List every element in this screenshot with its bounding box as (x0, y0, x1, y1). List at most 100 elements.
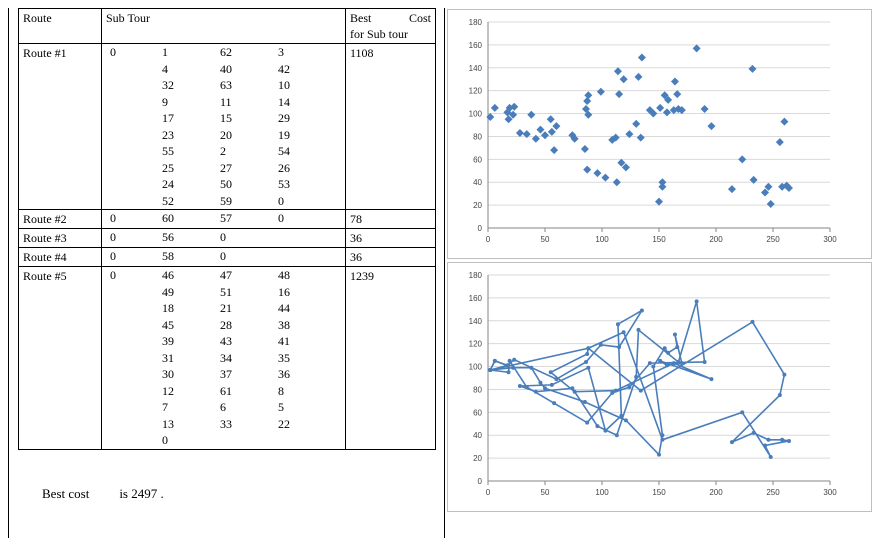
tour-node (624, 418, 628, 422)
data-point (614, 67, 622, 75)
subtour-node: 13 (162, 416, 220, 433)
tour-node (512, 358, 516, 362)
subtour-node (102, 143, 162, 160)
subtour-node: 2 (220, 143, 278, 160)
frame-line-left (8, 8, 9, 538)
data-point (658, 178, 666, 186)
table-header-row: Route Sub Tour Best Cost for Sub tour (19, 9, 436, 44)
tour-node (507, 370, 511, 374)
tour-node (508, 359, 512, 363)
data-point (750, 176, 758, 184)
data-point (671, 78, 679, 86)
subtour-node: 29 (278, 110, 336, 127)
header-subtour: Sub Tour (102, 9, 346, 44)
tour-node (614, 389, 618, 393)
y-tick-label: 120 (469, 340, 483, 349)
x-tick-label: 250 (766, 488, 780, 497)
tour-node (663, 346, 667, 350)
subtour-node: 46 (162, 267, 220, 284)
subtour-node: 27 (220, 160, 278, 177)
y-tick-label: 40 (473, 431, 482, 440)
subtour-node: 0 (102, 229, 162, 246)
data-point (748, 65, 756, 73)
subtour-node: 0 (102, 44, 162, 61)
y-tick-label: 60 (473, 155, 482, 164)
tour-node (616, 322, 620, 326)
data-point (637, 134, 645, 142)
subtour-node (102, 333, 162, 350)
subtour-node (278, 432, 336, 449)
subtour-node: 3 (278, 44, 336, 61)
subtour-node: 31 (162, 350, 220, 367)
data-point (583, 166, 591, 174)
route-name: Route #4 (19, 248, 102, 267)
subtour-node: 24 (162, 176, 220, 193)
data-point (620, 75, 628, 83)
tour-node (538, 381, 542, 385)
best-cost-value: is 2497 . (119, 486, 163, 501)
tour-node (666, 351, 670, 355)
subtour-node: 42 (278, 61, 336, 78)
subtour-node (102, 300, 162, 317)
subtour-node: 57 (220, 210, 278, 227)
data-point (655, 198, 663, 206)
subtour-cell: 0 58 0 (102, 248, 346, 267)
tour-node (584, 360, 588, 364)
x-tick-label: 300 (823, 235, 837, 244)
tour-node (660, 438, 664, 442)
subtour-node: 0 (162, 432, 220, 449)
subtour-node: 30 (162, 366, 220, 383)
y-tick-label: 140 (469, 64, 483, 73)
subtour-node: 51 (220, 284, 278, 301)
subtour-node: 37 (220, 366, 278, 383)
subtour-node: 0 (220, 248, 278, 265)
subtour-node (102, 383, 162, 400)
subtour-node (102, 193, 162, 210)
route-name: Route #3 (19, 229, 102, 248)
header-best-cost: Best Cost for Sub tour (346, 9, 436, 44)
subtour-node (102, 432, 162, 449)
subtour-cell: 0 1 62 3 4 40 42 32 63 10 9 11 14 17 15 29 23 20 19 55 2 54 25… (102, 44, 346, 210)
data-point (638, 53, 646, 61)
data-point (486, 113, 494, 121)
data-point (548, 128, 556, 136)
route-name: Route #2 (19, 210, 102, 229)
tour-node (636, 328, 640, 332)
tour-node (493, 359, 497, 363)
tour-node (740, 410, 744, 414)
subtour-node: 21 (220, 300, 278, 317)
data-point (673, 90, 681, 98)
data-point (693, 44, 701, 52)
subtour-node: 62 (220, 44, 278, 61)
tour-node (634, 375, 638, 379)
x-tick-label: 50 (541, 488, 550, 497)
subtour-node: 1 (162, 44, 220, 61)
data-point (615, 90, 623, 98)
x-tick-label: 100 (595, 235, 609, 244)
y-tick-label: 100 (469, 363, 483, 372)
subtour-cell: 0 60 57 0 (102, 210, 346, 229)
x-tick-label: 100 (595, 488, 609, 497)
tour-node (709, 377, 713, 381)
subtour-node: 25 (162, 160, 220, 177)
tour-node (552, 401, 556, 405)
tour-node (543, 386, 547, 390)
subtour-node: 18 (162, 300, 220, 317)
subtour-node: 0 (220, 229, 278, 246)
subtour-node: 17 (162, 110, 220, 127)
subtour-node: 52 (162, 193, 220, 210)
subtour-node: 26 (278, 160, 336, 177)
subtour-node: 61 (220, 383, 278, 400)
y-tick-label: 40 (473, 178, 482, 187)
subtour-node (102, 160, 162, 177)
y-tick-label: 100 (469, 110, 483, 119)
data-point (632, 120, 640, 128)
data-point (593, 169, 601, 177)
tour-node (658, 359, 662, 363)
tour-node (603, 429, 607, 433)
subtour-node: 49 (162, 284, 220, 301)
subtour-node: 34 (220, 350, 278, 367)
subtour-node: 12 (162, 383, 220, 400)
x-tick-label: 200 (709, 235, 723, 244)
tour-node (573, 390, 577, 394)
